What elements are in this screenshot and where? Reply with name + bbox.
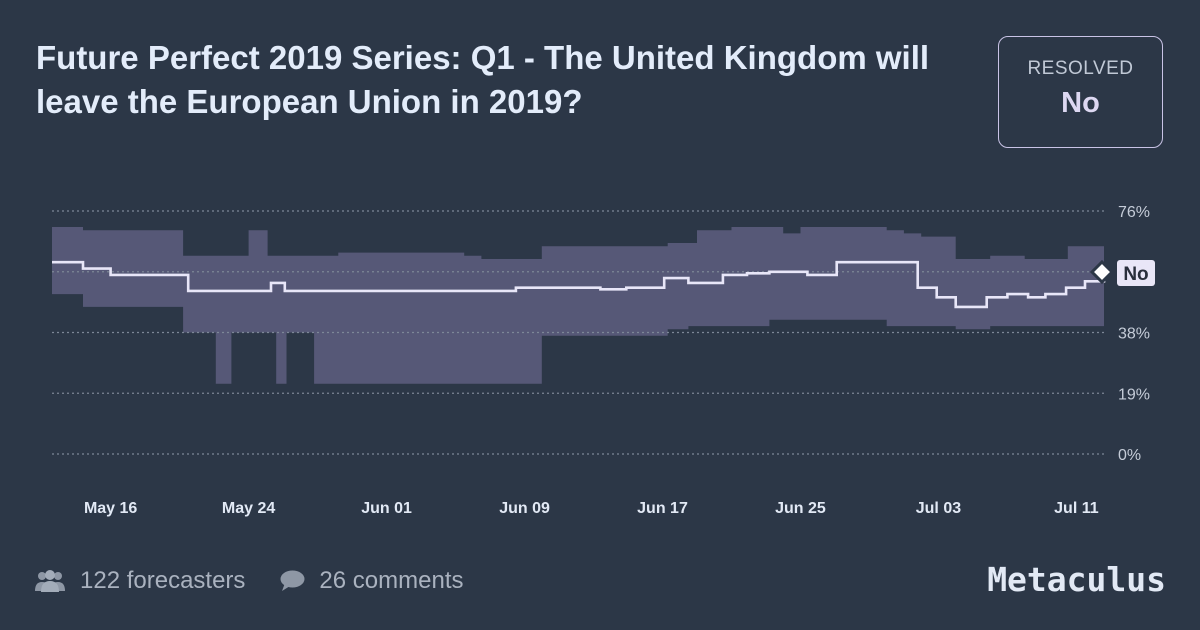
speech-bubble-icon [279,570,305,592]
y-tick-label: 19% [1118,386,1150,403]
resolution-box: RESOLVED No [998,36,1163,148]
x-tick-label: Jul 11 [1054,500,1099,517]
people-icon [34,570,66,592]
x-tick-label: Jun 17 [637,500,688,517]
x-tick-label: May 24 [222,500,275,517]
y-tick-label: 76% [1118,204,1150,221]
stats-bar: 122 forecasters 26 comments [34,563,463,599]
forecasters-stat: 122 forecasters [34,567,245,595]
resolution-label: RESOLVED [1027,58,1134,79]
metaculus-logo: Metaculus [987,560,1166,599]
resolution-label-bg [1117,260,1155,286]
forecasters-count: 122 forecasters [80,567,246,594]
resolution-marker-label: No [1123,264,1148,285]
comments-stat: 26 comments [279,567,463,595]
y-tick-label: 0% [1118,447,1141,464]
x-tick-label: Jun 01 [361,500,412,517]
resolution-diamond-icon [1089,259,1115,285]
confidence-band [52,227,1104,384]
x-tick-label: May 16 [84,500,137,517]
x-tick-label: Jun 25 [775,500,826,517]
comments-count: 26 comments [319,567,464,594]
y-tick-label: 38% [1118,326,1150,343]
resolution-value: No [1061,87,1100,119]
x-tick-label: Jul 03 [916,500,961,517]
question-title: Future Perfect 2019 Series: Q1 - The Uni… [36,39,930,120]
prediction-line [52,260,1106,309]
x-tick-label: Jun 09 [499,500,550,517]
